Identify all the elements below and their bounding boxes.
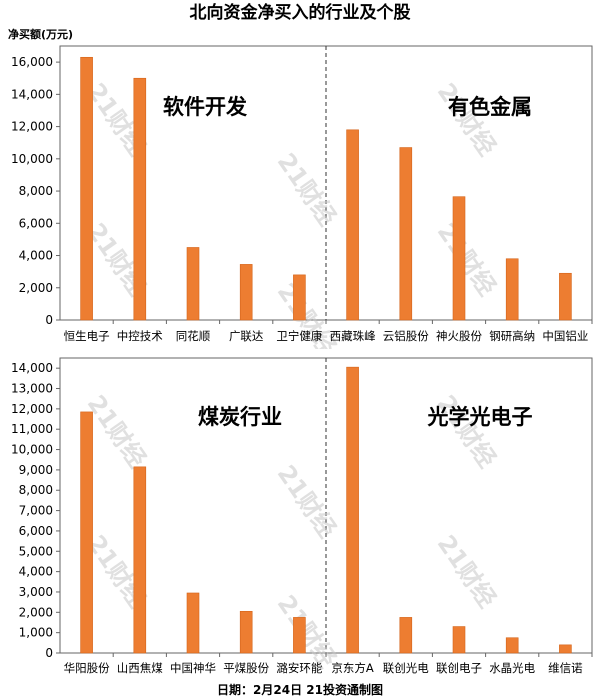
category-label: 联创电子: [436, 661, 482, 675]
bar-京东方A: [346, 366, 359, 654]
group-title: 有色金属: [448, 95, 532, 119]
y-tick-label: 10,000: [11, 152, 53, 166]
chart-title: 北向资金净买入的行业及个股: [189, 3, 411, 23]
watermark-text: 21财经: [272, 460, 342, 543]
category-label: 中国铝业: [542, 329, 588, 343]
y-tick-label: 10,000: [11, 443, 53, 457]
y-tick-label: 16,000: [11, 55, 53, 69]
bar-联创光电: [399, 617, 413, 654]
category-label: 华阳股份: [64, 661, 110, 675]
bar-平煤股份: [239, 610, 253, 654]
top-bar-chart: 0 2,000 4,000 6,000 8,000 10,000 12,000 14,000 1…: [11, 45, 593, 349]
category-label: 中国神华: [170, 661, 216, 675]
bar-潞安环能: [293, 617, 306, 654]
y-tick-label: 9,000: [19, 463, 53, 477]
watermark-text: 21财经: [432, 78, 502, 161]
group-title: 光学光电子: [427, 405, 533, 429]
y-tick-label: 3,000: [19, 585, 53, 599]
category-label: 联创光电: [383, 661, 429, 675]
bar-中控技术: [133, 77, 147, 321]
category-label: 云铝股份: [383, 329, 429, 343]
category-label: 钢研高纳: [489, 329, 535, 343]
bar-同花顺: [186, 247, 200, 321]
category-label: 平煤股份: [223, 661, 269, 675]
bar-联创电子: [452, 626, 466, 654]
bar-中国铝业: [559, 272, 572, 321]
watermark-text: 21财经: [272, 148, 342, 231]
bar-西藏珠峰: [346, 129, 359, 321]
y-tick-label: 8,000: [19, 184, 53, 198]
y-tick-label: 14,000: [11, 361, 53, 375]
category-label: 卫宁健康: [276, 329, 322, 343]
category-label: 西藏珠峰: [330, 329, 376, 343]
bar-云铝股份: [399, 147, 413, 321]
bar-维信诺: [559, 644, 572, 654]
bar-卫宁健康: [293, 274, 306, 321]
y-tick-label: 13,000: [11, 382, 53, 396]
y-tick-label: 0: [45, 646, 53, 660]
y-tick-label: 5,000: [19, 544, 53, 558]
y-tick-label: 4,000: [19, 249, 53, 263]
category-label: 维信诺: [548, 661, 583, 675]
footer-date-credit: 日期：2月24日 21投资通制图: [217, 683, 383, 697]
watermark-text: 21财经: [432, 530, 502, 613]
category-label: 同花顺: [176, 329, 211, 343]
y-tick-label: 14,000: [11, 87, 53, 101]
y-tick-label: 8,000: [19, 483, 53, 497]
category-label: 京东方A: [331, 661, 373, 675]
bar-华阳股份: [80, 411, 93, 654]
y-tick-label: 1,000: [19, 626, 53, 640]
y-tick-label: 11,000: [11, 422, 53, 436]
y-tick-label: 2,000: [19, 605, 53, 619]
bar-水晶光电: [505, 637, 519, 654]
bottom-bar-chart: 0 1,000 2,000 3,000 4,000 5,000 6,000 7,000 8,00…: [11, 357, 593, 675]
bar-广联达: [239, 264, 253, 321]
category-label: 水晶光电: [489, 661, 535, 675]
y-tick-label: 6,000: [19, 216, 53, 230]
bar-中国神华: [186, 592, 200, 654]
group-title: 煤炭行业: [198, 405, 282, 429]
bar-恒生电子: [80, 56, 93, 321]
watermark-text: 21财经: [432, 218, 502, 301]
category-label: 中控技术: [117, 329, 163, 343]
bar-神火股份: [452, 196, 466, 321]
category-label: 潞安环能: [276, 661, 322, 675]
category-label: 神火股份: [436, 329, 482, 343]
y-tick-label: 7,000: [19, 504, 53, 518]
y-tick-label: 4,000: [19, 565, 53, 579]
y-tick-label: 0: [45, 313, 53, 327]
y-axis-unit-label: 净买额(万元): [8, 28, 74, 41]
bar-山西焦煤: [133, 466, 147, 654]
y-tick-label: 12,000: [11, 402, 53, 416]
category-label: 山西焦煤: [117, 661, 163, 675]
watermark-text: 21财经: [432, 390, 502, 473]
category-label: 恒生电子: [64, 329, 110, 343]
y-tick-label: 2,000: [19, 281, 53, 295]
y-tick-label: 6,000: [19, 524, 53, 538]
bar-钢研高纳: [505, 258, 519, 321]
group-title: 软件开发: [163, 95, 248, 119]
category-label: 广联达: [229, 329, 264, 343]
y-tick-label: 12,000: [11, 120, 53, 134]
